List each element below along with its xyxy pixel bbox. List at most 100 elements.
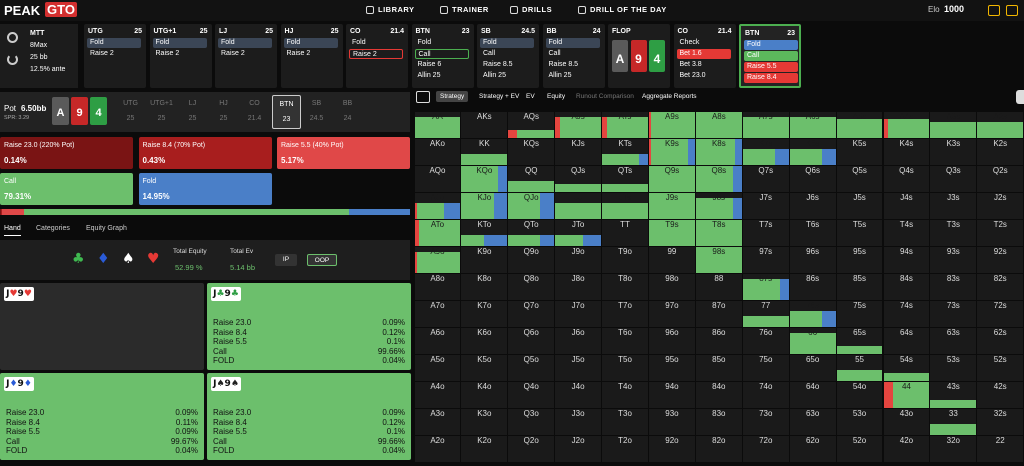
side-button[interactable]: IP	[275, 254, 297, 266]
combo-card[interactable]: J ♠ 9 ♠ Raise 23.0 0.09% Raise 8.4 0.12% Raise 5…	[207, 373, 411, 460]
history-action[interactable]: Raise 8.5	[483, 61, 513, 68]
hand-cell[interactable]: Q3o	[508, 408, 555, 435]
history-card[interactable]: UTG+1 25 Fold Raise 2	[149, 24, 212, 88]
hand-cell[interactable]: J7s	[742, 192, 789, 219]
hand-cell[interactable]: Q7s	[742, 165, 789, 192]
hand-cell[interactable]: 32o	[930, 435, 977, 462]
hand-cell[interactable]: 65o	[789, 354, 836, 381]
hand-cell[interactable]: K2s	[977, 138, 1024, 165]
hand-cell[interactable]: K8o	[461, 273, 508, 300]
strategy-tab[interactable]: Strategy	[436, 91, 469, 102]
hand-cell[interactable]: 73s	[930, 300, 977, 327]
hand-cell[interactable]: J9s	[649, 192, 695, 219]
seat[interactable]: BB 24	[334, 95, 363, 129]
hand-cell[interactable]: T2o	[602, 435, 648, 462]
hand-cell[interactable]: KQo	[461, 165, 508, 192]
history-card[interactable]: LJ 25 Fold Raise 2	[215, 24, 277, 88]
hand-cell[interactable]: T4s	[883, 219, 930, 246]
hand-cell[interactable]: T4o	[602, 381, 648, 408]
hand-cell[interactable]: 72o	[742, 435, 789, 462]
side-button[interactable]: OOP	[307, 254, 337, 266]
hand-cell[interactable]: A3o	[414, 408, 461, 435]
history-action[interactable]: Allin 25	[483, 72, 506, 79]
history-action[interactable]: Fold	[545, 38, 600, 48]
history-action[interactable]: Call	[548, 50, 561, 57]
hand-cell[interactable]: 96s	[789, 246, 836, 273]
hand-cell[interactable]: QQ	[508, 165, 555, 192]
suit-filter[interactable]: ♥	[147, 251, 160, 267]
history-action[interactable]: Allin 25	[417, 72, 441, 79]
seat[interactable]: SB 24.5	[303, 95, 332, 129]
history-action[interactable]: Bet 1.6	[676, 49, 731, 59]
hand-cell[interactable]: 42s	[977, 381, 1024, 408]
hand-cell[interactable]: T6o	[602, 327, 648, 354]
history-action[interactable]: Fold	[87, 38, 141, 48]
strategy-tab[interactable]: Aggregate Reports	[642, 93, 697, 100]
hand-cell[interactable]: J2s	[977, 192, 1024, 219]
refresh-icon[interactable]	[7, 54, 18, 65]
hand-cell[interactable]: KK	[461, 138, 508, 165]
hand-cell[interactable]: Q9s	[649, 165, 695, 192]
history-action[interactable]: Raise 2	[349, 49, 403, 59]
chat-icon[interactable]	[988, 5, 1000, 16]
history-action[interactable]: Raise 6	[417, 61, 442, 68]
hand-cell[interactable]: 44	[883, 381, 930, 408]
hand-cell[interactable]: 95s	[836, 246, 883, 273]
hand-cell[interactable]: 42o	[883, 435, 930, 462]
hand-cell[interactable]: AJs	[555, 111, 602, 138]
hand-cell[interactable]: JTo	[555, 219, 602, 246]
hand-cell[interactable]: KQs	[508, 138, 555, 165]
hand-cell[interactable]: 62s	[977, 327, 1024, 354]
hand-cell[interactable]: T5o	[602, 354, 648, 381]
hand-cell[interactable]: Q2s	[977, 165, 1024, 192]
history-card[interactable]: CO 21.4 Check Bet 1.6 Bet 3.8 Bet 23.0	[673, 24, 736, 88]
hand-cell[interactable]: ATo	[414, 219, 461, 246]
nav-item[interactable]: DRILL OF THE DAY	[590, 5, 667, 14]
hand-cell[interactable]: Q5o	[508, 354, 555, 381]
hand-cell[interactable]: 53o	[836, 408, 883, 435]
history-card[interactable]: CO 21.4 Fold Raise 2	[346, 24, 408, 88]
hand-cell[interactable]: J3s	[930, 192, 977, 219]
history-card[interactable]: FLOP A 9 4	[608, 24, 670, 88]
hand-cell[interactable]: 76s	[789, 300, 836, 327]
hand-cell[interactable]: J7o	[555, 300, 602, 327]
hand-cell[interactable]: 32s	[977, 408, 1024, 435]
hand-cell[interactable]: K3o	[461, 408, 508, 435]
hand-cell[interactable]: J8s	[695, 192, 742, 219]
hand-cell[interactable]: 52s	[977, 354, 1024, 381]
hand-cell[interactable]: KJs	[555, 138, 602, 165]
hand-cell[interactable]: 92o	[649, 435, 695, 462]
panel-toggle[interactable]	[1016, 90, 1024, 104]
seat[interactable]: BTN 23	[272, 95, 301, 129]
history-action[interactable]: Bet 23.0	[679, 72, 706, 79]
hand-cell[interactable]: 65s	[836, 327, 883, 354]
hand-cell[interactable]: 66	[789, 327, 836, 354]
hand-cell[interactable]: Q3s	[930, 165, 977, 192]
hand-cell[interactable]: Q6s	[789, 165, 836, 192]
hand-cell[interactable]: A4s	[883, 111, 930, 138]
strategy-tab[interactable]: Strategy + EV	[479, 93, 520, 100]
hand-cell[interactable]: 54s	[883, 354, 930, 381]
hand-cell[interactable]: 97s	[742, 246, 789, 273]
hand-cell[interactable]: Q4o	[508, 381, 555, 408]
suit-filter[interactable]: ♦	[97, 251, 110, 267]
history-action[interactable]: Raise 5.5	[744, 62, 798, 72]
history-action[interactable]: Bet 3.8	[679, 61, 702, 68]
hand-cell[interactable]: 52o	[836, 435, 883, 462]
seat[interactable]: LJ 25	[179, 95, 208, 129]
hand-cell[interactable]: 84o	[695, 381, 742, 408]
hand-cell[interactable]: 87s	[742, 273, 789, 300]
seat[interactable]: CO 21.4	[241, 95, 270, 129]
hand-cell[interactable]: Q9o	[508, 246, 555, 273]
history-card[interactable]: HJ 25 Fold Raise 2	[280, 24, 343, 88]
hand-cell[interactable]: 54o	[836, 381, 883, 408]
strategy-tab[interactable]: Equity	[547, 93, 566, 100]
settings-icon[interactable]	[7, 32, 18, 43]
history-action[interactable]: Raise 2	[221, 50, 245, 57]
history-action[interactable]: Check	[679, 39, 700, 46]
hand-cell[interactable]: K5s	[836, 138, 883, 165]
hand-cell[interactable]: A4o	[414, 381, 461, 408]
hand-cell[interactable]: KTo	[461, 219, 508, 246]
history-action[interactable]: Fold	[352, 39, 366, 46]
hand-cell[interactable]: 43s	[930, 381, 977, 408]
